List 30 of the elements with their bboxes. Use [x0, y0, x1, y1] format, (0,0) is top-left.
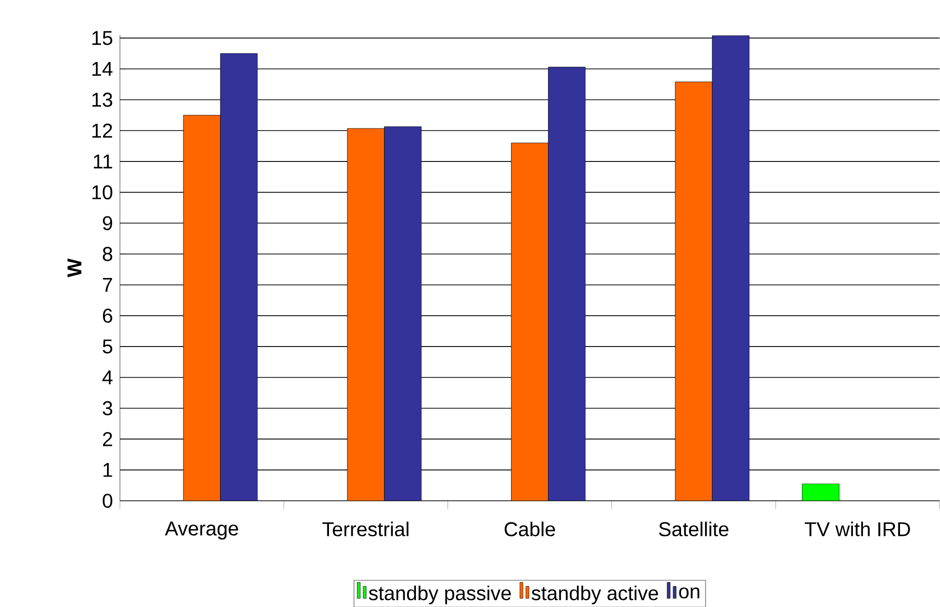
legend-label: standby active — [532, 585, 658, 604]
x-tick-label: Satellite — [659, 521, 728, 536]
legend-label: standby passive — [368, 585, 511, 604]
y-axis-title: W — [68, 258, 82, 278]
y-tick-label: 8 — [102, 246, 112, 261]
y-tick-label: 5 — [102, 339, 112, 354]
bar — [347, 128, 384, 501]
y-tick-label: 13 — [92, 92, 112, 107]
y-tick-label: 4 — [102, 370, 113, 384]
bar — [511, 142, 548, 501]
x-tick-label: TV with IRD — [804, 521, 910, 536]
x-tick-label: Terrestrial — [322, 521, 408, 536]
y-tick-label: 3 — [102, 401, 112, 416]
x-tick-label: Cable — [504, 521, 555, 536]
y-tick-label: 6 — [102, 308, 112, 323]
y-tick-label: 14 — [92, 62, 112, 76]
y-tick-label: 1 — [103, 462, 112, 477]
legend-label: on — [679, 587, 700, 598]
y-tick-label: 10 — [92, 185, 112, 200]
bar — [802, 483, 840, 501]
bar — [183, 115, 220, 501]
y-tick-label: 11 — [94, 154, 112, 168]
y-tick-label: 2 — [102, 432, 112, 446]
x-tick-label: Average — [164, 522, 238, 540]
y-tick-label: 7 — [102, 278, 112, 292]
y-tick-label: 9 — [102, 216, 112, 230]
y-tick-label: 12 — [92, 123, 112, 138]
y-tick-label: 0 — [102, 494, 112, 508]
bar — [675, 82, 712, 501]
y-tick-label: 15 — [92, 30, 112, 45]
